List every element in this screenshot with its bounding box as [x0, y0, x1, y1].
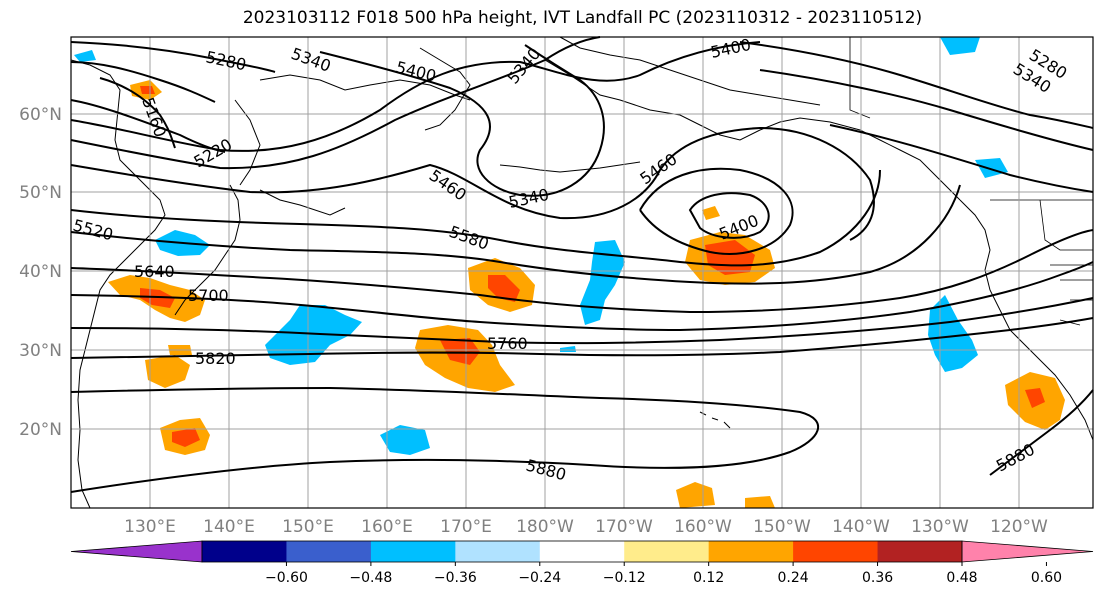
ivt-negative-area-alaska-ne: [940, 37, 980, 55]
contour-5580: [70, 184, 961, 285]
ivt-core-kamchatka: [140, 86, 155, 94]
ivt-core-california: [1025, 388, 1045, 408]
coastline-alaska: [544, 59, 961, 201]
contour-label: 5820: [195, 349, 236, 368]
ivt-negative-area-nw: [74, 50, 96, 62]
contour-label: 5760: [487, 334, 528, 353]
contour-upper-2: [70, 36, 601, 170]
lon-label: 160°W: [674, 517, 732, 537]
colorbar-tick-label: −0.24: [518, 570, 561, 586]
contour-label: 5700: [188, 286, 229, 305]
colorbar-segment: [708, 541, 794, 562]
colorbar-tick-label: −0.60: [265, 570, 308, 586]
longitude-labels: 130°E 140°E 150°E 160°E 170°E 180°W 170°…: [124, 517, 1048, 537]
colorbar-tick-label: −0.48: [349, 570, 392, 586]
lon-label: 160°E: [361, 517, 413, 537]
colorbar-tick-label: 0.48: [946, 570, 977, 586]
colorbar-tick-label: 0.60: [1031, 570, 1062, 586]
contour-inner-low: [688, 192, 770, 239]
ivt-core-japan: [140, 288, 175, 308]
ivt-core-central-pacific-40n: [488, 275, 520, 302]
contour-5760: [70, 297, 1094, 345]
height-contours: [70, 36, 1094, 493]
ivt-positive-area-hawaii-south: [676, 482, 715, 508]
coastline-kamchatka-kuriles: [234, 99, 346, 216]
colorbar-segment: [877, 541, 963, 562]
coastline-chukotka: [419, 47, 471, 131]
ivt-positive-area-ne-pacific-small: [702, 206, 720, 220]
contour-5880-east: [989, 389, 1094, 476]
contour-5880-north: [70, 386, 820, 493]
lat-label: 20°N: [19, 420, 62, 440]
lon-label: 170°E: [440, 517, 492, 537]
ivt-shading: [74, 37, 1065, 508]
contour-5160: [99, 77, 176, 149]
colorbar-tick-label: 0.24: [778, 570, 809, 586]
coastline-california: [999, 309, 1094, 441]
contour-label: 5640: [134, 262, 175, 281]
colorbar-segment: [286, 541, 372, 562]
gridlines: [71, 37, 1093, 508]
contour-upper-ne-2: [759, 69, 1094, 151]
coastlines: [70, 36, 1094, 509]
coastline-asia: [70, 59, 166, 509]
colorbar-tick-label: −0.12: [603, 570, 646, 586]
lat-label: 50°N: [19, 183, 62, 203]
coastline-alaska-north: [559, 36, 821, 106]
lon-label: 130°E: [124, 517, 176, 537]
coastline-bc-wa: [959, 199, 1001, 311]
contour-5400-low: [639, 167, 794, 255]
colorbar-extend-high: [961, 540, 1094, 563]
colorbar-tick-label: −0.36: [434, 570, 477, 586]
contour-5340-west: [70, 61, 216, 103]
map-title: 2023103112 F018 500 hPa height, IVT Land…: [242, 8, 923, 28]
colorbar: −0.60 −0.48 −0.36 −0.24 −0.12 0.12 0.24 0.36 0.4…: [70, 540, 1094, 586]
ivt-negative-area-central-pacific-band: [580, 240, 625, 325]
contour-5280-west: [70, 41, 276, 73]
lon-label: 130°W: [911, 517, 969, 537]
contour-5460: [70, 126, 875, 241]
ivt-positive-area-hawaii-south-2: [745, 496, 775, 508]
contour-5340-low: [319, 44, 605, 197]
ivt-core-central-pacific-30n: [440, 338, 480, 365]
lat-label: 60°N: [19, 105, 62, 125]
aleutian-islands: [499, 161, 641, 173]
contour-upper-ne-3: [829, 124, 1094, 193]
lon-label: 120°W: [990, 517, 1048, 537]
lat-label: 30°N: [19, 341, 62, 361]
colorbar-tick-label: 0.12: [693, 570, 724, 586]
colorbar-extend-low: [70, 540, 203, 563]
contour-5640: [70, 229, 1094, 314]
ivt-core-philippine-sea: [172, 428, 200, 447]
latitude-labels: 60°N 50°N 40°N 30°N 20°N: [19, 105, 62, 440]
colorbar-segment: [370, 541, 456, 562]
lon-label: 140°E: [203, 517, 255, 537]
lon-label: 150°E: [282, 517, 334, 537]
contour-upper-ne: [739, 41, 1094, 129]
colorbar-segment: [455, 541, 541, 562]
colorbar-segment: [793, 541, 879, 562]
contour-5700: [70, 261, 1094, 332]
colorbar-segment: [624, 541, 710, 562]
colorbar-tick-label: 0.36: [862, 570, 893, 586]
coastline-siberia: [259, 74, 471, 101]
lon-label: 180°W: [516, 517, 574, 537]
lon-label: 170°W: [595, 517, 653, 537]
contour-5820: [70, 317, 1094, 359]
ivt-negative-area-bc: [975, 158, 1008, 178]
colorbar-segment: [202, 541, 287, 562]
contour-5520: [70, 169, 881, 267]
colorbar-frame: [201, 540, 963, 563]
coastline-japan: [174, 184, 241, 316]
ivt-positive-area-s-japan: [145, 355, 190, 388]
lat-label: 40°N: [19, 262, 62, 282]
ivt-negative-area-south: [380, 425, 430, 455]
lon-label: 150°W: [753, 517, 811, 537]
colorbar-segment: [539, 541, 625, 562]
map-frame: [70, 36, 1094, 509]
lon-label: 140°W: [832, 517, 890, 537]
